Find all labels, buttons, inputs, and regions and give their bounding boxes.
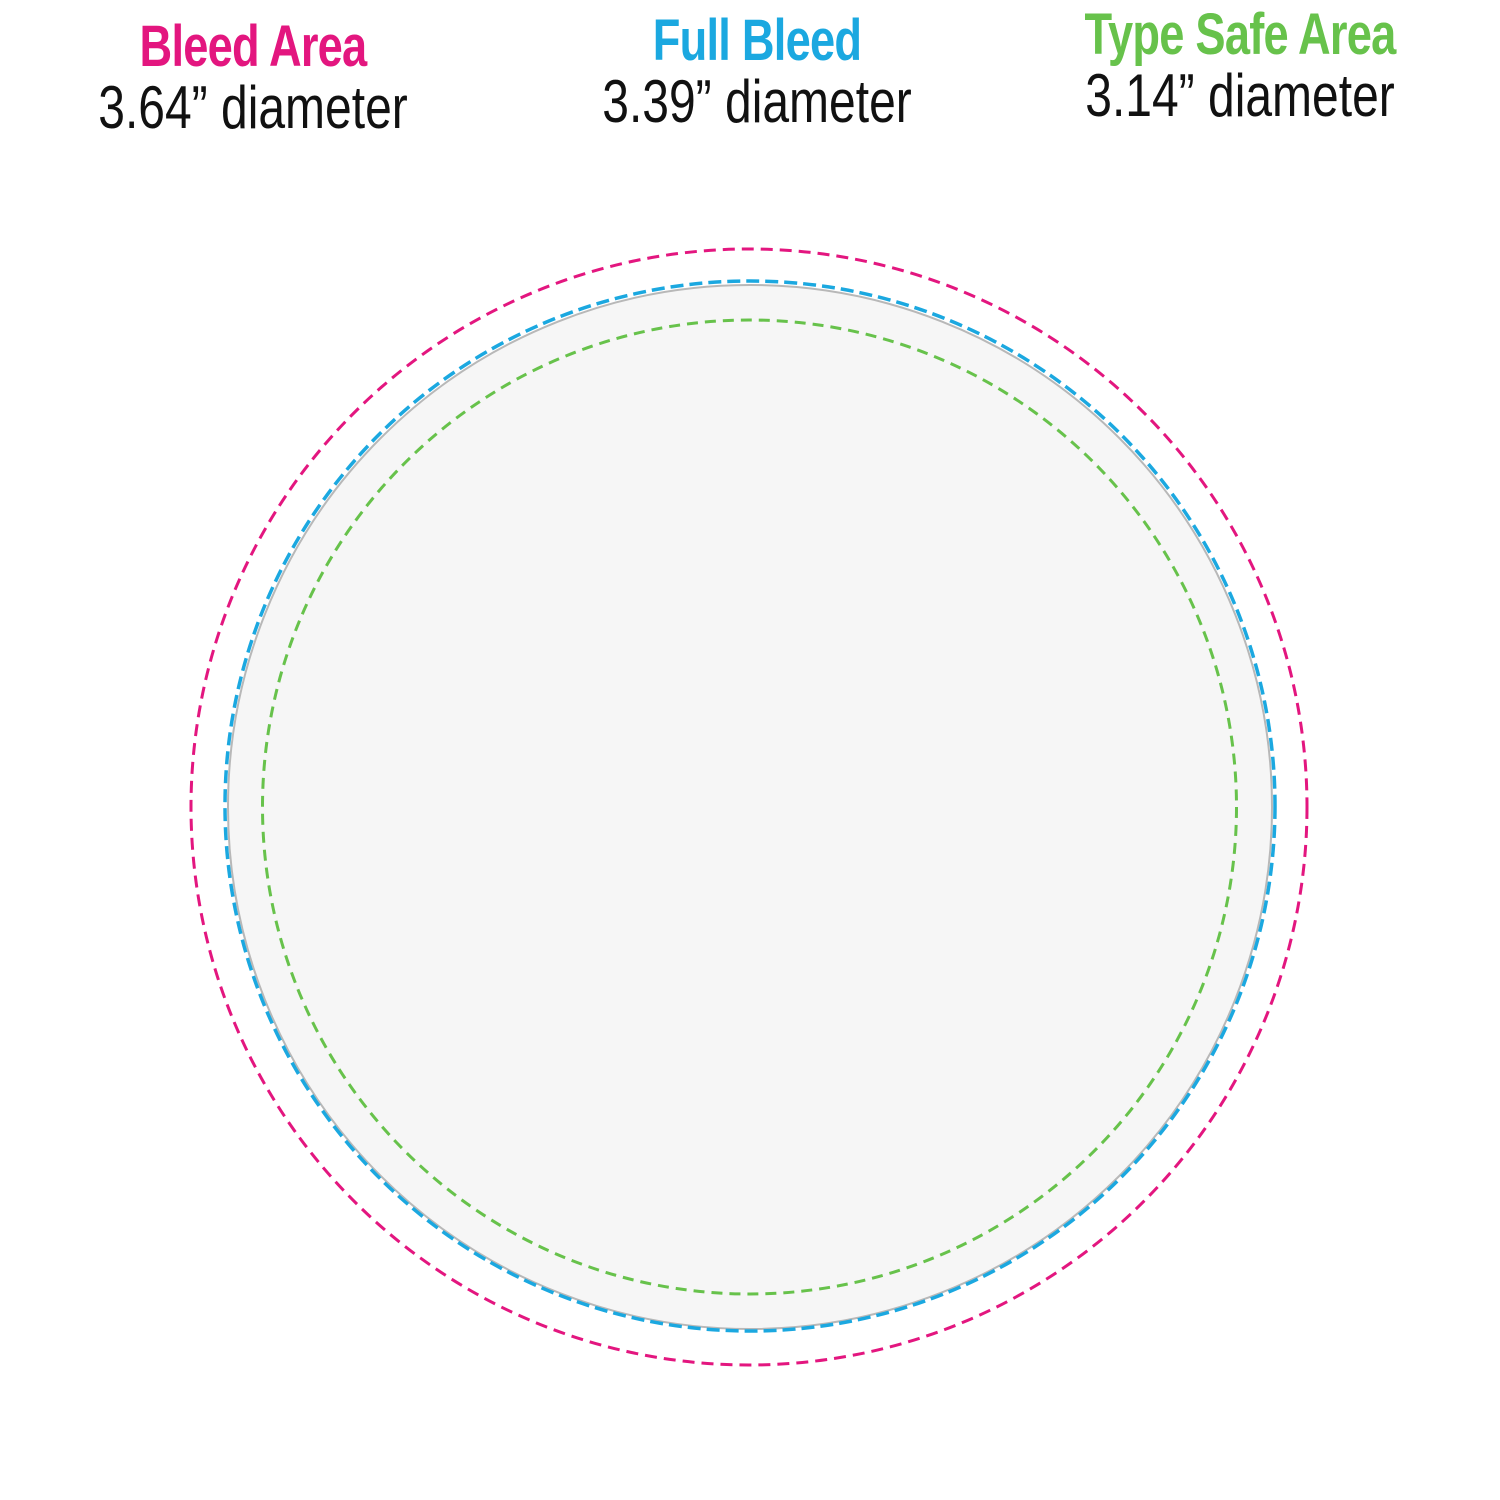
bleed-area-label: Bleed Area 3.64” diameter — [3, 18, 503, 140]
paper-circle — [227, 284, 1273, 1330]
type-safe-area-title: Type Safe Area — [1084, 2, 1397, 67]
type-safe-area-circle — [261, 318, 1238, 1296]
type-safe-area-label: Type Safe Area 3.14” diameter — [990, 6, 1490, 128]
full-bleed-title: Full Bleed — [652, 8, 862, 73]
full-bleed-circle — [223, 279, 1277, 1333]
type-safe-area-diameter: 3.14” diameter — [1085, 62, 1395, 129]
full-bleed-label: Full Bleed 3.39” diameter — [507, 12, 1007, 134]
bleed-area-circle — [189, 247, 1309, 1367]
bleed-area-diameter: 3.64” diameter — [98, 74, 408, 141]
bleed-area-title: Bleed Area — [139, 14, 368, 79]
full-bleed-diameter: 3.39” diameter — [602, 68, 912, 135]
